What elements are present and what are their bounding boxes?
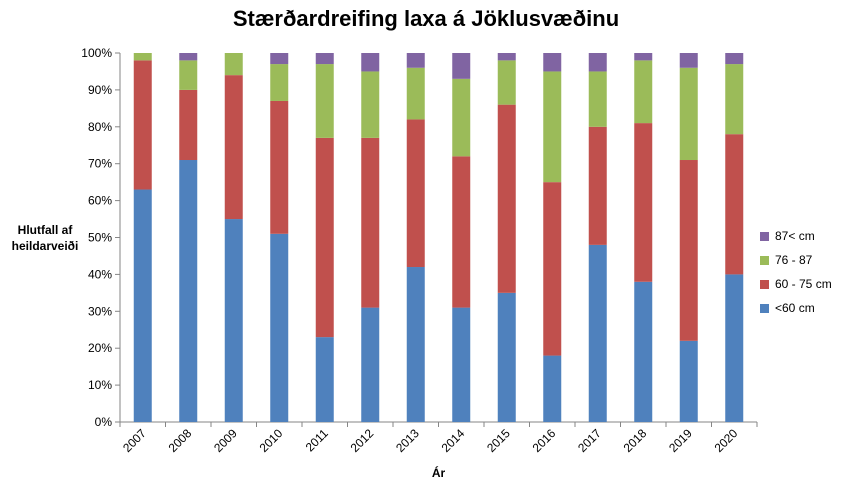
y-tick-label: 90% (88, 83, 112, 97)
bar-segment (270, 53, 289, 65)
bar-segment (588, 71, 607, 127)
bar-segment (452, 78, 471, 157)
y-tick-label: 80% (88, 120, 112, 134)
bar-segment (634, 281, 653, 422)
bar-segment (224, 75, 243, 220)
legend-item: 76 - 87 (760, 248, 832, 272)
bar-segment (179, 60, 198, 90)
bar-segment (497, 292, 516, 422)
x-tick-label: 2019 (666, 426, 695, 455)
x-tick-label: 2007 (120, 426, 149, 455)
bar-segment (315, 64, 334, 138)
y-tick-label: 40% (88, 267, 112, 281)
x-tick-label: 2010 (257, 426, 286, 455)
bar-segment (179, 53, 198, 61)
y-tick-label: 20% (88, 341, 112, 355)
bar-segment (406, 119, 425, 268)
bar-segment (497, 53, 516, 61)
legend-label: 76 - 87 (775, 253, 813, 267)
bar-segment (543, 182, 562, 356)
bar-segment (588, 53, 607, 72)
bar-segment (497, 104, 516, 293)
bar-segment (679, 53, 698, 68)
legend-swatch (760, 303, 769, 313)
bar-segment (315, 337, 334, 422)
bar-segment (270, 233, 289, 422)
bar-segment (634, 60, 653, 124)
y-tick-label: 100% (81, 46, 112, 60)
chart-title: Stærðardreifing laxa á Jöklusvæðinu (232, 6, 620, 31)
y-axis-label-line-2: heildarveiði (11, 239, 79, 253)
bar-segment (725, 64, 744, 135)
x-axis-label: Ár (431, 466, 446, 480)
y-tick-label: 70% (88, 157, 112, 171)
bar-segment (133, 60, 152, 190)
bar-segment (361, 307, 380, 422)
y-axis-label-line-1: Hlutfall af (17, 223, 73, 237)
bar-segment (133, 53, 152, 61)
bar-segment (452, 53, 471, 79)
y-tick-label: 60% (88, 194, 112, 208)
bar-segment (543, 71, 562, 183)
bar-segment (315, 53, 334, 65)
x-tick-label: 2014 (439, 426, 468, 455)
bar-segment (634, 53, 653, 61)
bar-segment (179, 160, 198, 422)
bar-segment (725, 134, 744, 275)
bar-segment (406, 53, 425, 68)
bar-segment (679, 160, 698, 341)
x-tick-label: 2013 (393, 426, 422, 455)
x-tick-label: 2018 (621, 426, 650, 455)
bar-segment (497, 60, 516, 105)
bar-segment (634, 123, 653, 282)
bar-segment (133, 189, 152, 422)
x-tick-label: 2011 (303, 426, 331, 454)
y-tick-label: 10% (88, 378, 112, 392)
bar-segment (452, 307, 471, 422)
bar-segment (361, 137, 380, 308)
x-tick-label: 2015 (484, 426, 513, 455)
x-tick-label: 2012 (348, 426, 377, 455)
x-tick-label: 2020 (712, 426, 741, 455)
bar-segment (725, 274, 744, 422)
legend-swatch (760, 255, 769, 265)
x-tick-label: 2017 (575, 426, 604, 455)
legend-label: 60 - 75 cm (775, 277, 832, 291)
bar-segment (725, 53, 744, 65)
bar-segment (543, 53, 562, 72)
y-tick-label: 0% (95, 415, 113, 429)
y-tick-label: 50% (88, 231, 112, 245)
bar-segment (406, 267, 425, 422)
legend-swatch (760, 279, 769, 289)
y-tick-label: 30% (88, 304, 112, 318)
bar-segment (543, 355, 562, 422)
legend-item: <60 cm (760, 296, 832, 320)
x-tick-label: 2009 (211, 426, 240, 455)
bar-segment (452, 156, 471, 308)
legend-swatch (760, 231, 769, 241)
bar-segment (315, 137, 334, 338)
y-axis-label: Hlutfall af heildarveiði (2, 222, 88, 254)
bar-segment (224, 219, 243, 422)
bar-segment (361, 53, 380, 72)
legend-item: 60 - 75 cm (760, 272, 832, 296)
legend-item: 87< cm (760, 224, 832, 248)
x-tick-label: 2008 (166, 426, 195, 455)
legend: 87< cm 76 - 87 60 - 75 cm <60 cm (760, 224, 832, 320)
bar-segment (406, 67, 425, 120)
legend-label: 87< cm (775, 229, 815, 243)
bar-segment (270, 100, 289, 234)
bar-segment (679, 340, 698, 422)
bar-segment (224, 53, 243, 76)
bar-segment (588, 244, 607, 422)
bar-segment (179, 89, 198, 161)
bar-segment (270, 64, 289, 101)
bar-segment (361, 71, 380, 138)
x-tick-label: 2016 (530, 426, 559, 455)
legend-label: <60 cm (775, 301, 815, 315)
bar-segment (588, 126, 607, 245)
bar-segment (679, 67, 698, 161)
